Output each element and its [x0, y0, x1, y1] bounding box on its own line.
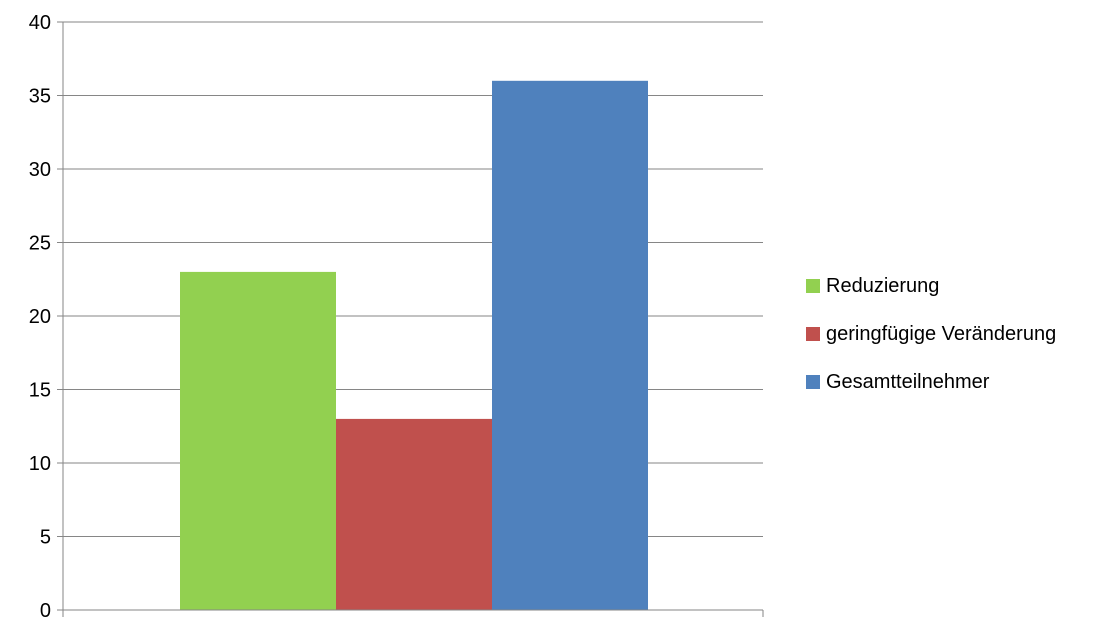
bar-3: [492, 80, 648, 611]
y-tick-label: 35: [29, 86, 51, 108]
legend: Reduzierung geringfügige Veränderung Gesam…: [806, 262, 1056, 406]
y-tick-label: 10: [29, 453, 51, 475]
y-tick-label: 40: [29, 12, 51, 34]
bar-1: [180, 271, 336, 610]
legend-label: Reduzierung: [826, 274, 940, 297]
legend-label: geringfügige Veränderung: [826, 322, 1057, 345]
legend-label: Gesamtteilnehmer: [826, 370, 990, 393]
y-tick-label: 30: [29, 159, 51, 181]
y-tick-label: 25: [29, 233, 51, 255]
bars: [180, 80, 648, 611]
legend-item: Gesamtteilnehmer: [806, 358, 1056, 406]
legend-item: geringfügige Veränderung: [806, 310, 1056, 358]
legend-item: Reduzierung: [806, 262, 1056, 310]
y-tick-label: 5: [40, 527, 51, 549]
y-tick-label: 0: [40, 600, 51, 621]
y-tick-label: 15: [29, 380, 51, 402]
y-tick-label: 20: [29, 306, 51, 328]
legend-swatch: [806, 327, 820, 341]
bar-2: [336, 418, 492, 610]
y-axis-ticks: 0 5 10 15 20 25 30 35 40: [29, 12, 63, 621]
gridlines: [63, 21, 763, 537]
legend-swatch: [806, 279, 820, 293]
legend-swatch: [806, 375, 820, 389]
